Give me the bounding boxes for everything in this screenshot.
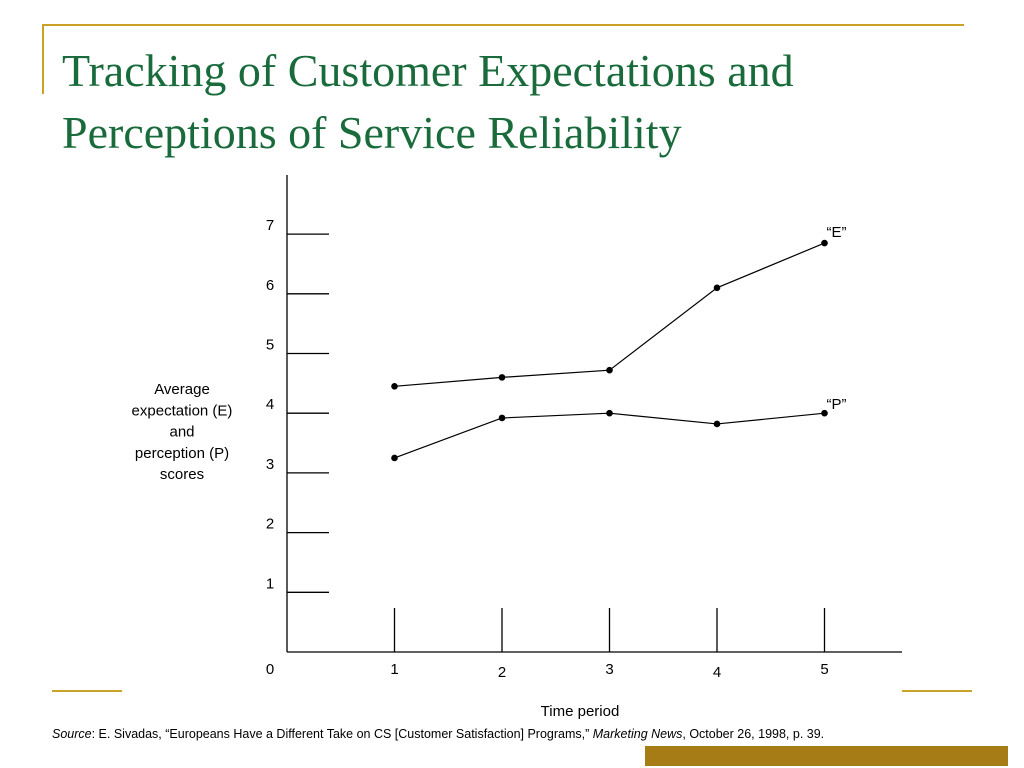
series-e-line (394, 242, 825, 387)
decorative-rule-left (52, 690, 122, 692)
y-tick-label-7: 7 (266, 217, 274, 234)
y-tick-label-1: 1 (266, 575, 274, 592)
series-e-point-4 (713, 284, 721, 292)
slide-title-line-1: Tracking of Customer Expectations and (62, 45, 794, 96)
y-tick-label-4: 4 (266, 396, 274, 413)
source-text: : E. Sivadas, “Europeans Have a Differen… (91, 727, 593, 741)
series-e-point-5 (821, 239, 828, 247)
series-p-point-1 (391, 454, 398, 462)
y-axis-title-line-5: scores (160, 466, 204, 483)
y-tick-label-0: 0 (266, 661, 274, 678)
title-frame-top-rule (42, 24, 964, 26)
slide-title-line-2: Perceptions of Service Reliability (62, 107, 682, 158)
y-axis-title-line-1: Average (154, 381, 210, 398)
title-frame-left-rule (42, 24, 44, 94)
series-p-point-3 (606, 409, 613, 417)
y-tick-label-5: 5 (266, 337, 274, 354)
series-p-point-2 (498, 414, 506, 422)
series-p-label: “P” (827, 396, 847, 413)
x-tick-label-2: 2 (498, 664, 506, 681)
x-tick-label-3: 3 (605, 661, 613, 678)
series-e-point-3 (606, 366, 613, 374)
series-e-point-2 (498, 374, 506, 381)
y-tick-label-2: 2 (266, 516, 274, 533)
slide-title: Tracking of Customer Expectations and Pe… (62, 40, 982, 164)
y-axis-title-line-4: perception (P) (135, 445, 229, 462)
source-date: , October 26, 1998, p. 39. (682, 727, 825, 741)
series-e-label: “E” (827, 224, 847, 241)
series-p-point-5 (821, 409, 828, 417)
y-tick-label-6: 6 (266, 277, 274, 294)
x-tick-label-5: 5 (820, 661, 828, 678)
x-tick-label-4: 4 (713, 664, 721, 681)
y-axis-title-line-3: and (169, 424, 194, 441)
y-axis-title-line-2: expectation (E) (132, 402, 233, 419)
series-p-point-4 (713, 420, 721, 428)
source-publication: Marketing News (592, 727, 683, 741)
decorative-rule-right (902, 690, 972, 692)
source-citation: Source: E. Sivadas, “Europeans Have a Di… (52, 727, 1012, 741)
footer-accent-bar (645, 746, 1008, 766)
series-p-line (394, 412, 825, 459)
source-label: Source (52, 727, 92, 741)
y-tick-label-3: 3 (266, 456, 274, 473)
x-tick-label-1: 1 (390, 661, 398, 678)
x-axis-title: Time period (541, 703, 620, 720)
series-e-point-1 (391, 383, 398, 390)
